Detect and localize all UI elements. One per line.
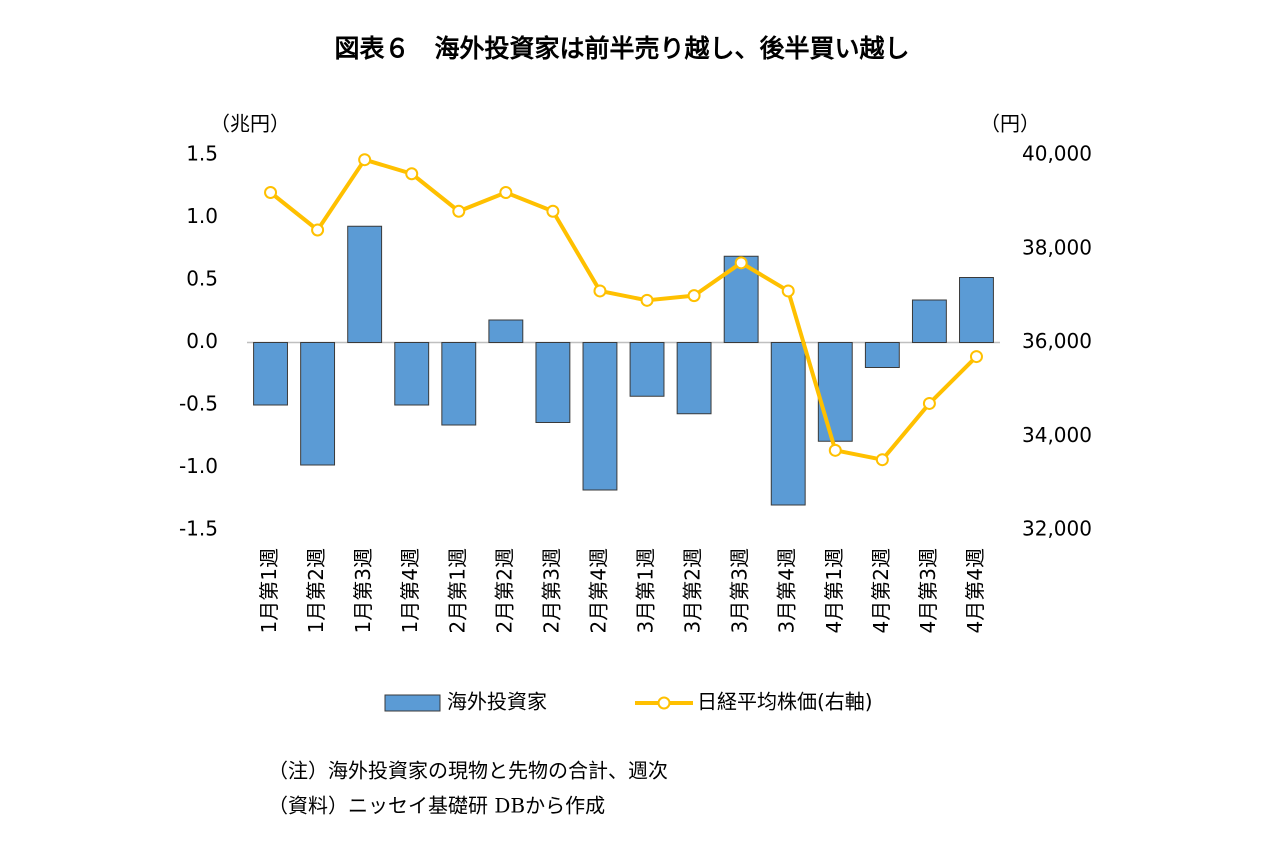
bar	[488, 319, 524, 343]
line-marker	[311, 223, 325, 237]
line-marker	[969, 350, 983, 364]
y-tick-label: 0.0	[186, 329, 218, 353]
line-marker	[922, 396, 936, 410]
line-marker	[499, 186, 513, 199]
line-marker	[687, 289, 701, 303]
y-tick-label: -0.5	[179, 392, 218, 416]
line-marker	[452, 204, 466, 218]
line-marker	[593, 284, 607, 298]
legend-label: 日経平均株価(右軸)	[697, 690, 873, 714]
x-tick-label: 4月第1週	[822, 548, 846, 633]
bar	[253, 342, 288, 406]
legend-swatch	[384, 694, 441, 712]
y2-tick-label: 32,000	[1022, 517, 1092, 541]
line-marker	[875, 453, 889, 467]
note: （資料）ニッセイ基礎研 DBから作成	[268, 794, 605, 818]
bar	[770, 342, 806, 506]
note: （注）海外投資家の現物と先物の合計、週次	[268, 759, 668, 783]
y2-axis-title: （円）	[980, 112, 1040, 136]
y-tick-label: 1.5	[186, 142, 218, 166]
legend-marker	[657, 696, 671, 710]
y-tick-label: 1.0	[186, 204, 218, 228]
line-marker	[734, 256, 748, 270]
bar	[864, 342, 900, 368]
x-tick-label: 2月第1週	[445, 548, 469, 633]
y2-tick-label: 34,000	[1022, 423, 1092, 447]
x-tick-label: 1月第3週	[351, 548, 375, 633]
bar	[535, 342, 571, 423]
line-marker	[781, 284, 795, 298]
line	[269, 157, 978, 462]
x-tick-label: 3月第2週	[681, 548, 705, 633]
x-tick-label: 3月第1週	[634, 548, 658, 633]
bar	[394, 342, 430, 406]
line-marker	[358, 153, 372, 167]
line-marker	[546, 204, 560, 218]
x-tick-label: 3月第3週	[728, 548, 752, 633]
line-marker	[264, 186, 278, 199]
x-tick-label: 2月第3週	[539, 548, 563, 633]
x-tick-label: 1月第1週	[257, 548, 281, 633]
bar	[817, 342, 853, 442]
y-tick-label: 0.5	[186, 267, 218, 291]
line-marker	[640, 293, 654, 307]
x-tick-label: 2月第2週	[492, 548, 516, 633]
x-tick-label: 1月第2週	[304, 548, 328, 633]
bar	[676, 342, 712, 415]
legend-label: 海外投資家	[447, 690, 547, 714]
bar	[629, 342, 665, 397]
bar	[582, 342, 618, 491]
line-marker	[405, 167, 419, 181]
chart-title: 図表６ 海外投資家は前半売り越し、後半買い越し	[334, 34, 909, 63]
bar	[347, 225, 383, 343]
y2-tick-label: 38,000	[1022, 235, 1092, 259]
x-tick-label: 4月第3週	[916, 548, 940, 633]
x-tick-label: 2月第4週	[586, 548, 610, 633]
bar	[300, 342, 336, 466]
y-tick-label: -1.0	[179, 454, 218, 478]
x-tick-label: 1月第4週	[398, 548, 422, 633]
x-tick-label: 3月第4週	[775, 548, 799, 633]
y-tick-label: -1.5	[179, 517, 218, 541]
x-tick-label: 4月第2週	[869, 548, 893, 633]
bar	[911, 299, 947, 343]
y-axis-title: （兆円）	[210, 112, 290, 136]
line-marker	[828, 443, 842, 457]
x-tick-label: 4月第4週	[963, 548, 987, 633]
bar	[441, 342, 477, 426]
y2-tick-label: 40,000	[1022, 142, 1092, 166]
y2-tick-label: 36,000	[1022, 329, 1092, 353]
bar	[959, 277, 994, 343]
